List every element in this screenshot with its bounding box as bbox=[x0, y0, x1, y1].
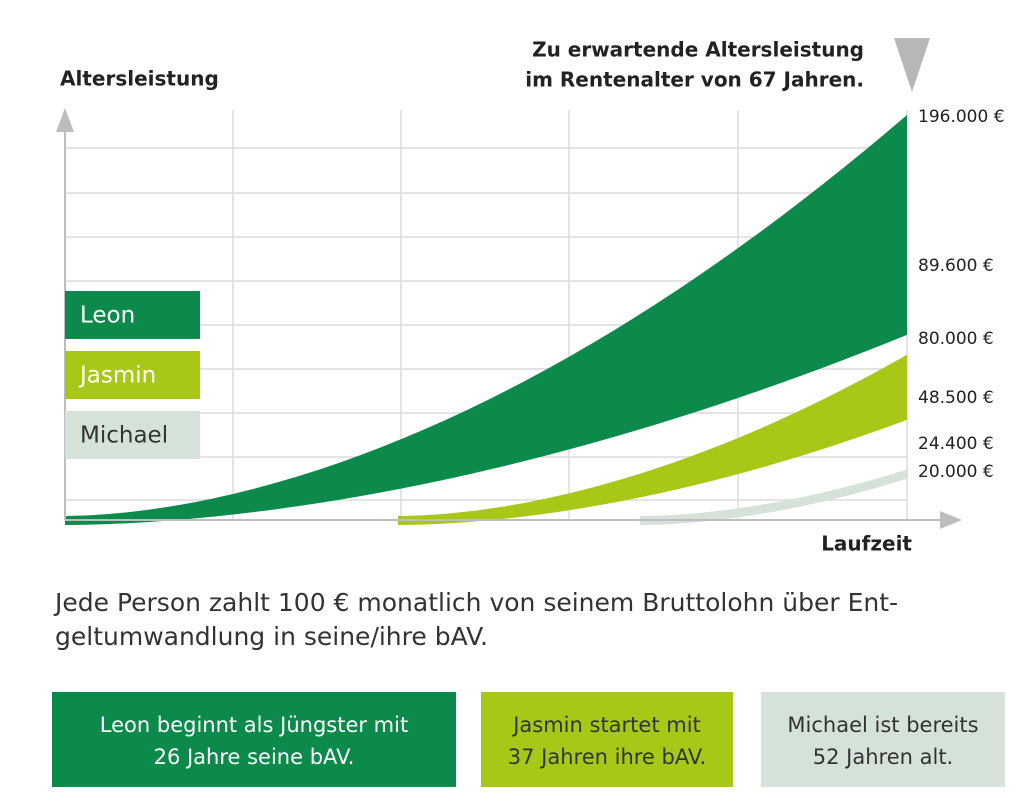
note-box bbox=[481, 692, 733, 787]
band bbox=[65, 115, 907, 525]
value-label: 196.000 € bbox=[918, 107, 1005, 127]
legend-label: Leon bbox=[80, 303, 135, 329]
note-text: Leon beginnt als Jüngster mit bbox=[100, 713, 408, 737]
value-label: 80.000 € bbox=[918, 329, 994, 349]
note-box bbox=[52, 692, 456, 787]
value-label: 89.600 € bbox=[918, 256, 994, 276]
description: geltumwandlung in seine/ihre bAV. bbox=[55, 622, 488, 651]
legend-swatch bbox=[65, 351, 200, 399]
note-text: 26 Jahre seine bAV. bbox=[154, 745, 355, 769]
note-box bbox=[761, 692, 1005, 787]
x-axis-arrow bbox=[940, 511, 962, 529]
note-text: 37 Jahren ihre bAV. bbox=[508, 745, 706, 769]
note-text: Michael ist bereits bbox=[787, 713, 978, 737]
description: Jede Person zahlt 100 € monatlich von se… bbox=[53, 588, 898, 617]
y-axis-label: Altersleistung bbox=[60, 67, 219, 91]
annotation: im Rentenalter von 67 Jahren. bbox=[525, 68, 864, 92]
note-text: Jasmin startet mit bbox=[511, 713, 701, 737]
overlay: 89.600 € 196.000 € Leon Leon beginnt als Jü… bbox=[52, 107, 1005, 787]
value-label: 48.500 € bbox=[918, 388, 994, 408]
annotation: Zu erwartende Altersleistung bbox=[532, 38, 864, 62]
note-text: 52 Jahren alt. bbox=[813, 745, 953, 769]
legend-label: Jasmin bbox=[78, 363, 156, 389]
legend-swatch bbox=[65, 411, 200, 459]
down-arrow bbox=[894, 38, 930, 92]
value-label: 20.000 € bbox=[918, 462, 994, 482]
x-axis-label: Laufzeit bbox=[821, 532, 912, 556]
legend-label: Michael bbox=[80, 423, 168, 449]
y-axis-arrow bbox=[56, 108, 74, 132]
band bbox=[398, 354, 907, 525]
legend-swatch bbox=[65, 291, 200, 339]
value-label: 24.400 € bbox=[918, 434, 994, 454]
